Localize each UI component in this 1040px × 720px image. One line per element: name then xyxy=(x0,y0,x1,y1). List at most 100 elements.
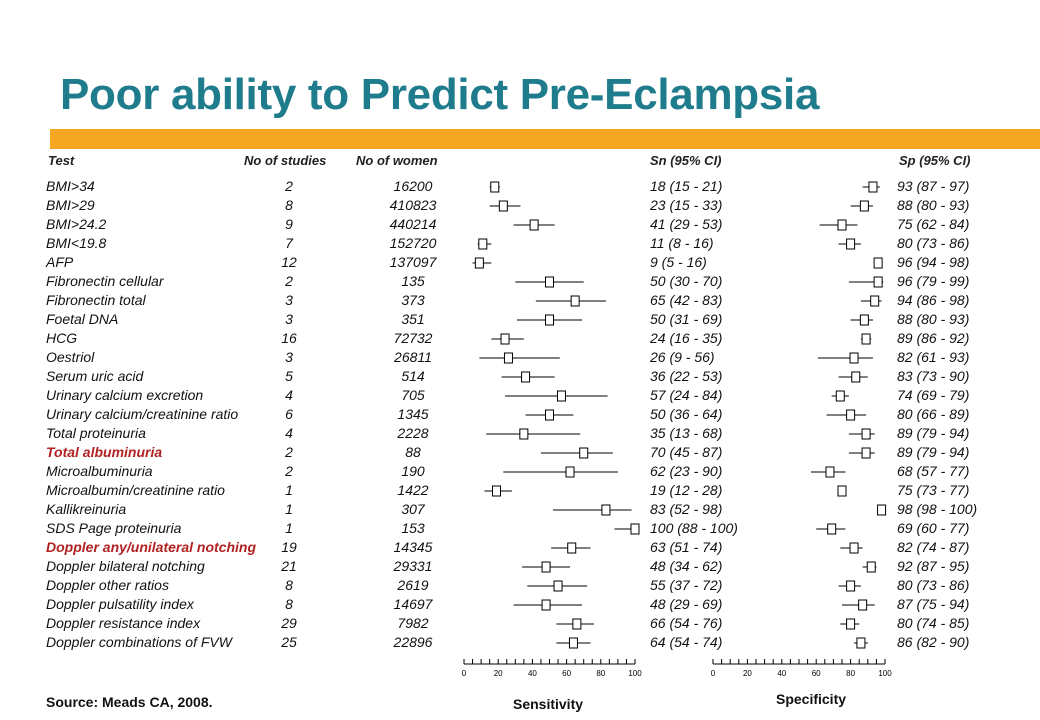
row-sp-value: 80 (66 - 89) xyxy=(897,406,970,422)
row-sn-value: 23 (15 - 33) xyxy=(650,197,723,213)
sp-point-marker xyxy=(846,618,856,630)
row-sn-value: 26 (9 - 56) xyxy=(650,349,715,365)
sp-tick-label: 20 xyxy=(743,669,752,678)
sn-tick-label: 40 xyxy=(528,669,537,678)
row-women-value: 1422 xyxy=(397,482,429,498)
row-sn-value: 35 (13 - 68) xyxy=(650,425,723,441)
row-studies-value: 21 xyxy=(281,558,297,574)
row-studies-value: 8 xyxy=(285,577,293,593)
sp-point-marker xyxy=(856,637,866,649)
sp-point-marker xyxy=(858,599,868,611)
sp-tick-label: 100 xyxy=(878,669,892,678)
sp-point-marker xyxy=(861,333,871,345)
sn-point-marker xyxy=(478,238,488,250)
row-sn-value: 55 (37 - 72) xyxy=(650,577,723,593)
row-sn-value: 50 (31 - 69) xyxy=(650,311,723,327)
row-test-label: Urinary calcium/creatinine ratio xyxy=(46,406,239,422)
row-sn-value: 66 (54 - 76) xyxy=(650,615,723,631)
row-sp-value: 98 (98 - 100) xyxy=(897,501,978,517)
sn-point-marker xyxy=(572,618,582,630)
row-test-label: Doppler other ratios xyxy=(46,577,169,593)
row-sn-value: 48 (34 - 62) xyxy=(650,558,723,574)
row-studies-value: 6 xyxy=(285,406,293,422)
row-test-label: Urinary calcium excretion xyxy=(46,387,204,403)
row-studies-value: 1 xyxy=(285,520,293,536)
row-sn-value: 83 (52 - 98) xyxy=(650,501,723,517)
sp-point-marker xyxy=(835,390,845,402)
row-studies-value: 19 xyxy=(281,539,297,555)
row-sp-value: 88 (80 - 93) xyxy=(897,311,970,327)
row-studies-value: 3 xyxy=(285,311,293,327)
row-studies-value: 4 xyxy=(285,387,293,403)
sn-point-marker xyxy=(498,200,508,212)
sp-point-marker xyxy=(859,200,869,212)
sn-point-marker xyxy=(541,561,551,573)
row-test-label: Oestriol xyxy=(46,349,95,365)
row-women-value: 22896 xyxy=(393,634,433,650)
row-studies-value: 4 xyxy=(285,425,293,441)
page-title: Poor ability to Predict Pre-Eclampsia xyxy=(60,70,820,119)
row-test-label: Total proteinuria xyxy=(46,425,146,441)
sp-tick-label: 60 xyxy=(812,669,821,678)
row-sn-value: 70 (45 - 87) xyxy=(650,444,723,460)
row-sn-value: 50 (36 - 64) xyxy=(650,406,723,422)
row-sp-value: 80 (74 - 85) xyxy=(897,615,970,631)
sn-point-marker xyxy=(503,352,513,364)
sp-point-marker xyxy=(877,504,887,516)
row-women-value: 351 xyxy=(401,311,425,327)
row-sp-value: 83 (73 - 90) xyxy=(897,368,970,384)
row-sn-value: 41 (29 - 53) xyxy=(650,216,723,232)
row-women-value: 137097 xyxy=(389,254,437,270)
row-sp-value: 89 (79 - 94) xyxy=(897,444,970,460)
row-studies-value: 3 xyxy=(285,292,293,308)
row-studies-value: 29 xyxy=(281,615,297,631)
sn-point-marker xyxy=(491,485,501,497)
row-studies-value: 16 xyxy=(281,330,297,346)
sn-point-marker xyxy=(541,599,551,611)
row-sp-value: 80 (73 - 86) xyxy=(897,235,970,251)
header-studies: No of studies xyxy=(244,153,327,168)
row-women-value: 72732 xyxy=(393,330,433,346)
row-test-label: Microalbuminuria xyxy=(46,463,153,479)
row-women-value: 153 xyxy=(401,520,425,536)
row-studies-value: 5 xyxy=(285,368,293,384)
row-women-value: 29331 xyxy=(393,558,433,574)
sn-point-marker xyxy=(529,219,539,231)
sn-point-marker xyxy=(490,181,500,193)
row-studies-value: 8 xyxy=(285,197,293,213)
row-women-value: 135 xyxy=(401,273,425,289)
row-women-value: 14697 xyxy=(393,596,433,612)
row-sp-value: 75 (73 - 77) xyxy=(897,482,970,498)
row-studies-value: 7 xyxy=(285,235,293,251)
sn-point-marker xyxy=(545,409,554,421)
sp-point-marker xyxy=(851,371,861,383)
row-studies-value: 25 xyxy=(281,634,297,650)
header-sp: Sp (95% CI) xyxy=(899,153,971,168)
row-sn-value: 64 (54 - 74) xyxy=(650,634,723,650)
row-test-label: AFP xyxy=(46,254,74,270)
row-sn-value: 50 (30 - 70) xyxy=(650,273,723,289)
sp-point-marker xyxy=(861,428,871,440)
header-sn: Sn (95% CI) xyxy=(650,153,722,168)
row-sp-value: 93 (87 - 97) xyxy=(897,178,970,194)
accent-band-gap xyxy=(0,129,50,149)
row-test-label: Fibronectin total xyxy=(46,292,146,308)
row-test-label: Kallikreinuria xyxy=(46,501,127,517)
row-women-value: 307 xyxy=(401,501,425,517)
row-sp-value: 86 (82 - 90) xyxy=(897,634,970,650)
row-studies-value: 2 xyxy=(285,178,293,194)
sn-point-marker xyxy=(579,447,589,459)
row-studies-value: 12 xyxy=(281,254,297,270)
sp-point-marker xyxy=(846,238,856,250)
row-test-label: Doppler bilateral notching xyxy=(46,558,205,574)
row-test-label: BMI>24.2 xyxy=(46,216,107,232)
row-women-value: 705 xyxy=(401,387,425,403)
row-women-value: 514 xyxy=(401,368,425,384)
sn-point-marker xyxy=(545,276,554,288)
sp-point-marker xyxy=(825,466,835,478)
row-studies-value: 2 xyxy=(285,273,293,289)
row-test-label: BMI>29 xyxy=(46,197,95,213)
row-women-value: 1345 xyxy=(397,406,429,422)
row-sn-value: 62 (23 - 90) xyxy=(650,463,723,479)
row-women-value: 14345 xyxy=(393,539,433,555)
